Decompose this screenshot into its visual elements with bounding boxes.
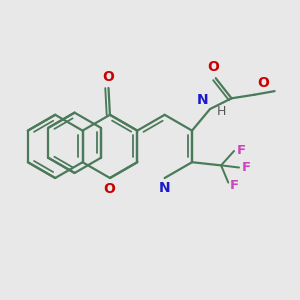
Text: F: F bbox=[242, 161, 251, 174]
Text: N: N bbox=[159, 181, 170, 195]
Text: F: F bbox=[237, 144, 246, 157]
Text: H: H bbox=[217, 105, 226, 118]
Text: O: O bbox=[103, 70, 114, 84]
Text: O: O bbox=[103, 182, 115, 196]
Text: O: O bbox=[257, 76, 269, 90]
Text: F: F bbox=[230, 179, 239, 192]
Text: N: N bbox=[197, 93, 208, 107]
Text: O: O bbox=[208, 60, 220, 74]
